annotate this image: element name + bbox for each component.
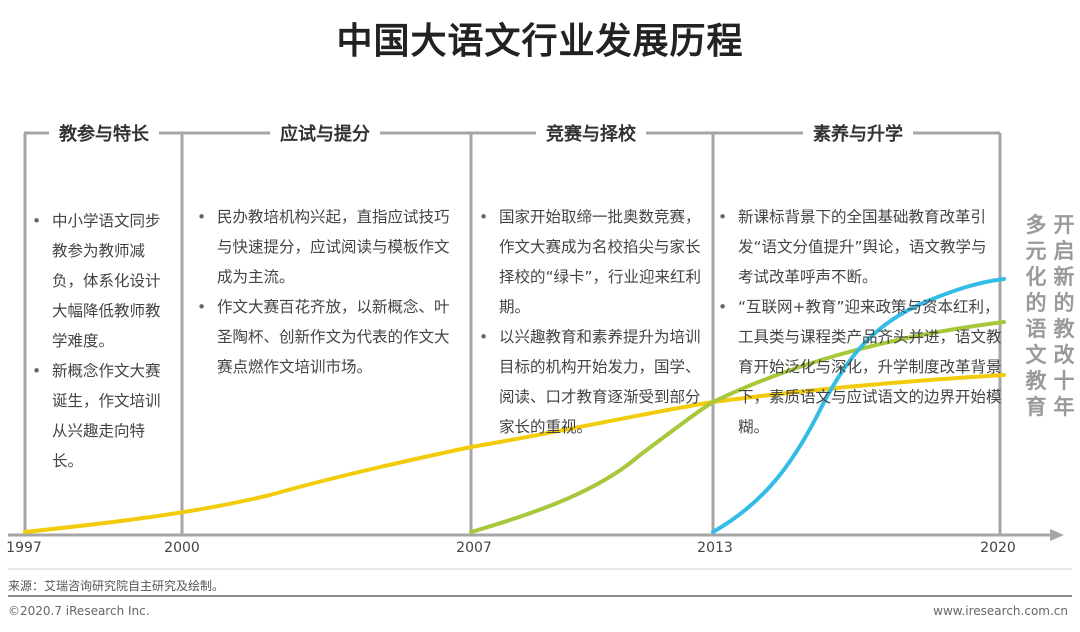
side-label-right: 开启新的教改十年 xyxy=(1053,213,1075,419)
phase-label-2: 应试与提分 xyxy=(270,120,380,146)
list-item: 新课标背景下的全国基础教育改革引发“语文分值提升”舆论，语文教学与考试改革呼声不… xyxy=(716,202,1002,292)
list-item: 中小学语文同步教参为教师减负，体系化设计大幅降低教师教学难度。 xyxy=(30,206,172,356)
list-item: 国家开始取缔一批奥数竞赛，作文大赛成为名校掐尖与家长择校的“绿卡”，行业迎来红利… xyxy=(477,202,707,322)
phase-label-1: 教参与特长 xyxy=(49,120,159,146)
phase-label-3: 竞赛与择校 xyxy=(536,120,646,146)
list-item: “互联网+教育”迎来政策与资本红利，工具类与课程类产品齐头并进，语文教育开始泛化… xyxy=(716,292,1002,442)
page-title: 中国大语文行业发展历程 xyxy=(336,21,744,62)
list-item: 作文大赛百花齐放，以新概念、叶圣陶杯、创新作文为代表的作文大赛点燃作文培训市场。 xyxy=(195,292,457,382)
year-label-2000: 2000 xyxy=(164,540,200,556)
phase-3-text: 国家开始取缔一批奥数竞赛，作文大赛成为名校掐尖与家长择校的“绿卡”，行业迎来红利… xyxy=(477,202,707,442)
list-item: 以兴趣教育和素养提升为培训目标的机构开始发力，国学、阅读、口才教育逐渐受到部分家… xyxy=(477,322,707,442)
year-label-2020: 2020 xyxy=(980,540,1016,556)
copyright-text: ©2020.7 iResearch Inc. xyxy=(8,604,150,618)
year-label-2013: 2013 xyxy=(697,540,733,556)
side-label-left: 多元化的语文教育 xyxy=(1025,213,1047,419)
x-axis-arrow xyxy=(1050,529,1064,541)
year-label-2007: 2007 xyxy=(456,540,492,556)
list-item: 民办教培机构兴起，直指应试技巧与快速提分，应试阅读与模板作文成为主流。 xyxy=(195,202,457,292)
phase-label-4: 素养与升学 xyxy=(803,120,913,146)
website-url: www.iresearch.com.cn xyxy=(933,604,1068,618)
phase-2-text: 民办教培机构兴起，直指应试技巧与快速提分，应试阅读与模板作文成为主流。 作文大赛… xyxy=(195,202,457,382)
phase-4-text: 新课标背景下的全国基础教育改革引发“语文分值提升”舆论，语文教学与考试改革呼声不… xyxy=(716,202,1002,442)
source-note: 来源：艾瑞咨询研究院自主研究及绘制。 xyxy=(8,579,225,593)
phase-1-text: 中小学语文同步教参为教师减负，体系化设计大幅降低教师教学难度。 新概念作文大赛诞… xyxy=(30,206,172,476)
year-label-1997: 1997 xyxy=(6,540,42,556)
list-item: 新概念作文大赛诞生，作文培训从兴趣走向特长。 xyxy=(30,356,172,476)
